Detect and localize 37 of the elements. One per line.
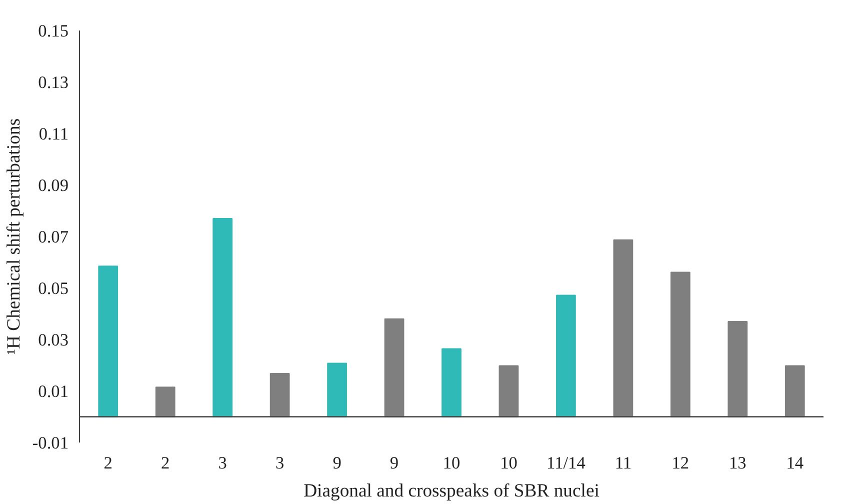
x-tick-label: 10 — [500, 454, 518, 472]
bar — [384, 318, 404, 418]
y-tick-label: 0.03 — [38, 330, 69, 350]
y-tick-label: 0.15 — [38, 22, 69, 40]
bar — [784, 365, 805, 418]
x-tick-label: 11/14 — [546, 454, 586, 472]
bar — [728, 320, 748, 418]
y-tick-label: 0.09 — [38, 176, 69, 195]
x-axis-title: Diagonal and crosspeaks of SBR nuclei — [304, 480, 600, 502]
y-tick-label: 0.11 — [38, 124, 69, 144]
bar — [270, 372, 290, 418]
y-tick-label: 0.01 — [38, 382, 69, 401]
x-tick-label: 13 — [728, 454, 746, 472]
y-tick-label: 0.05 — [38, 279, 69, 298]
x-tick-label: 12 — [672, 454, 690, 472]
bar — [327, 362, 347, 418]
bar — [613, 239, 634, 418]
x-tick-label: 11 — [614, 454, 632, 472]
x-tick-label: 9 — [390, 454, 399, 472]
bar — [498, 365, 519, 418]
bar — [155, 386, 176, 418]
y-axis-title: ¹H Chemical shift perturbations — [3, 118, 24, 355]
x-tick-label: 9 — [332, 454, 342, 472]
y-tick-label: -0.01 — [32, 434, 69, 452]
bar — [556, 294, 576, 418]
x-tick-label: 3 — [275, 454, 284, 472]
bar — [98, 266, 118, 418]
bar — [212, 218, 233, 418]
bar — [442, 348, 462, 418]
x-tick-label: 3 — [218, 454, 227, 472]
y-tick-label: 0.07 — [38, 228, 69, 246]
bar — [670, 272, 690, 418]
x-tick-label: 14 — [786, 454, 804, 472]
x-tick-label: 2 — [104, 454, 112, 472]
y-tick-label: 0.13 — [38, 73, 69, 92]
x-tick-label: 10 — [442, 454, 460, 472]
x-tick-label: 2 — [161, 454, 170, 472]
